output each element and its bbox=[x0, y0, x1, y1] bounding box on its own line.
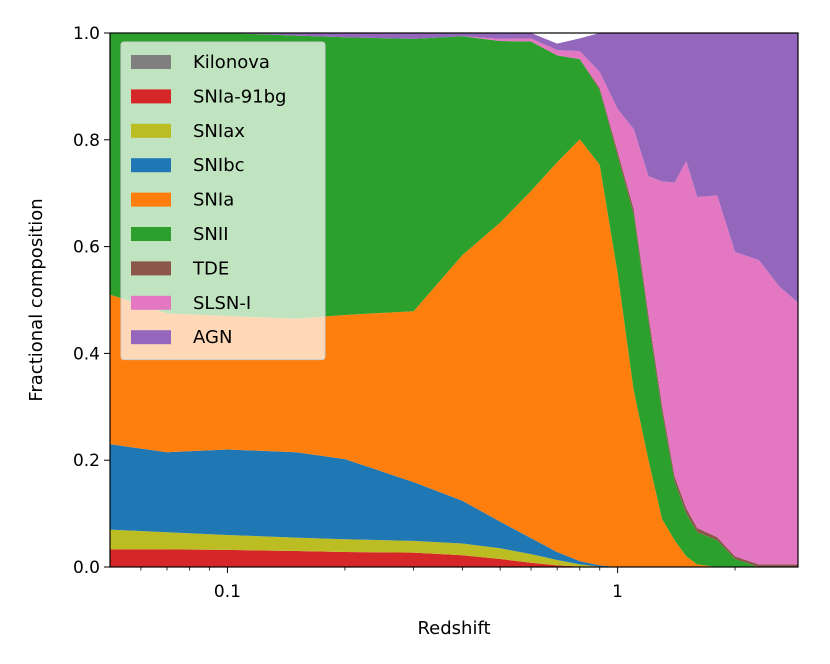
legend-label-kilonova: Kilonova bbox=[193, 52, 270, 73]
legend-swatch-agn bbox=[131, 330, 171, 345]
legend-swatch-snia bbox=[131, 192, 171, 207]
x-tick-label: 0.1 bbox=[214, 582, 241, 602]
legend-label-slsn-i: SLSN-I bbox=[193, 293, 251, 314]
series-area-sniax bbox=[110, 529, 798, 567]
x-tick-label: 1 bbox=[612, 582, 623, 602]
legend-label-snia: SNIa bbox=[193, 190, 234, 211]
series-area-snibc bbox=[110, 444, 798, 567]
series-area-agn bbox=[110, 33, 798, 303]
x-axis-label: Redshift bbox=[417, 618, 490, 639]
legend-label-snia-91bg: SNIa-91bg bbox=[193, 86, 286, 107]
y-tick-label: 0.2 bbox=[73, 451, 100, 471]
legend-swatch-tde bbox=[131, 261, 171, 276]
legend-label-tde: TDE bbox=[192, 258, 229, 279]
series-area-snia bbox=[110, 139, 798, 567]
series-area-slsn-i bbox=[110, 33, 798, 565]
y-axis-label: Fractional composition bbox=[26, 198, 47, 401]
legend-swatch-snibc bbox=[131, 158, 171, 173]
series-area-snia-91bg bbox=[110, 549, 798, 567]
legend-label-agn: AGN bbox=[193, 327, 232, 348]
legend: Kilonova SNIa-91bg SNIax SNIbc SNIa SNII TDE SL… bbox=[120, 41, 326, 361]
y-tick-label: 0.6 bbox=[73, 238, 100, 258]
legend-swatch-snia-91bg bbox=[131, 89, 171, 104]
legend-swatch-sniax bbox=[131, 123, 171, 138]
y-tick-label: 0.4 bbox=[73, 344, 100, 364]
y-tick-label: 0.8 bbox=[73, 131, 100, 151]
legend-swatch-slsn-i bbox=[131, 295, 171, 310]
legend-label-sniax: SNIax bbox=[193, 121, 245, 142]
axis-ticks: 0.0 0.2 0.4 0.6 0.8 1.0 0.1 1 bbox=[73, 24, 736, 602]
legend-box bbox=[120, 41, 326, 361]
legend-label-snii: SNII bbox=[193, 224, 229, 245]
legend-label-snibc: SNIbc bbox=[193, 155, 245, 176]
legend-swatch-kilonova bbox=[131, 55, 171, 69]
plot-frame bbox=[109, 32, 799, 568]
legend-swatch-snii bbox=[131, 227, 171, 241]
y-tick-label: 1.0 bbox=[73, 24, 100, 44]
y-tick-label: 0.0 bbox=[73, 558, 100, 578]
